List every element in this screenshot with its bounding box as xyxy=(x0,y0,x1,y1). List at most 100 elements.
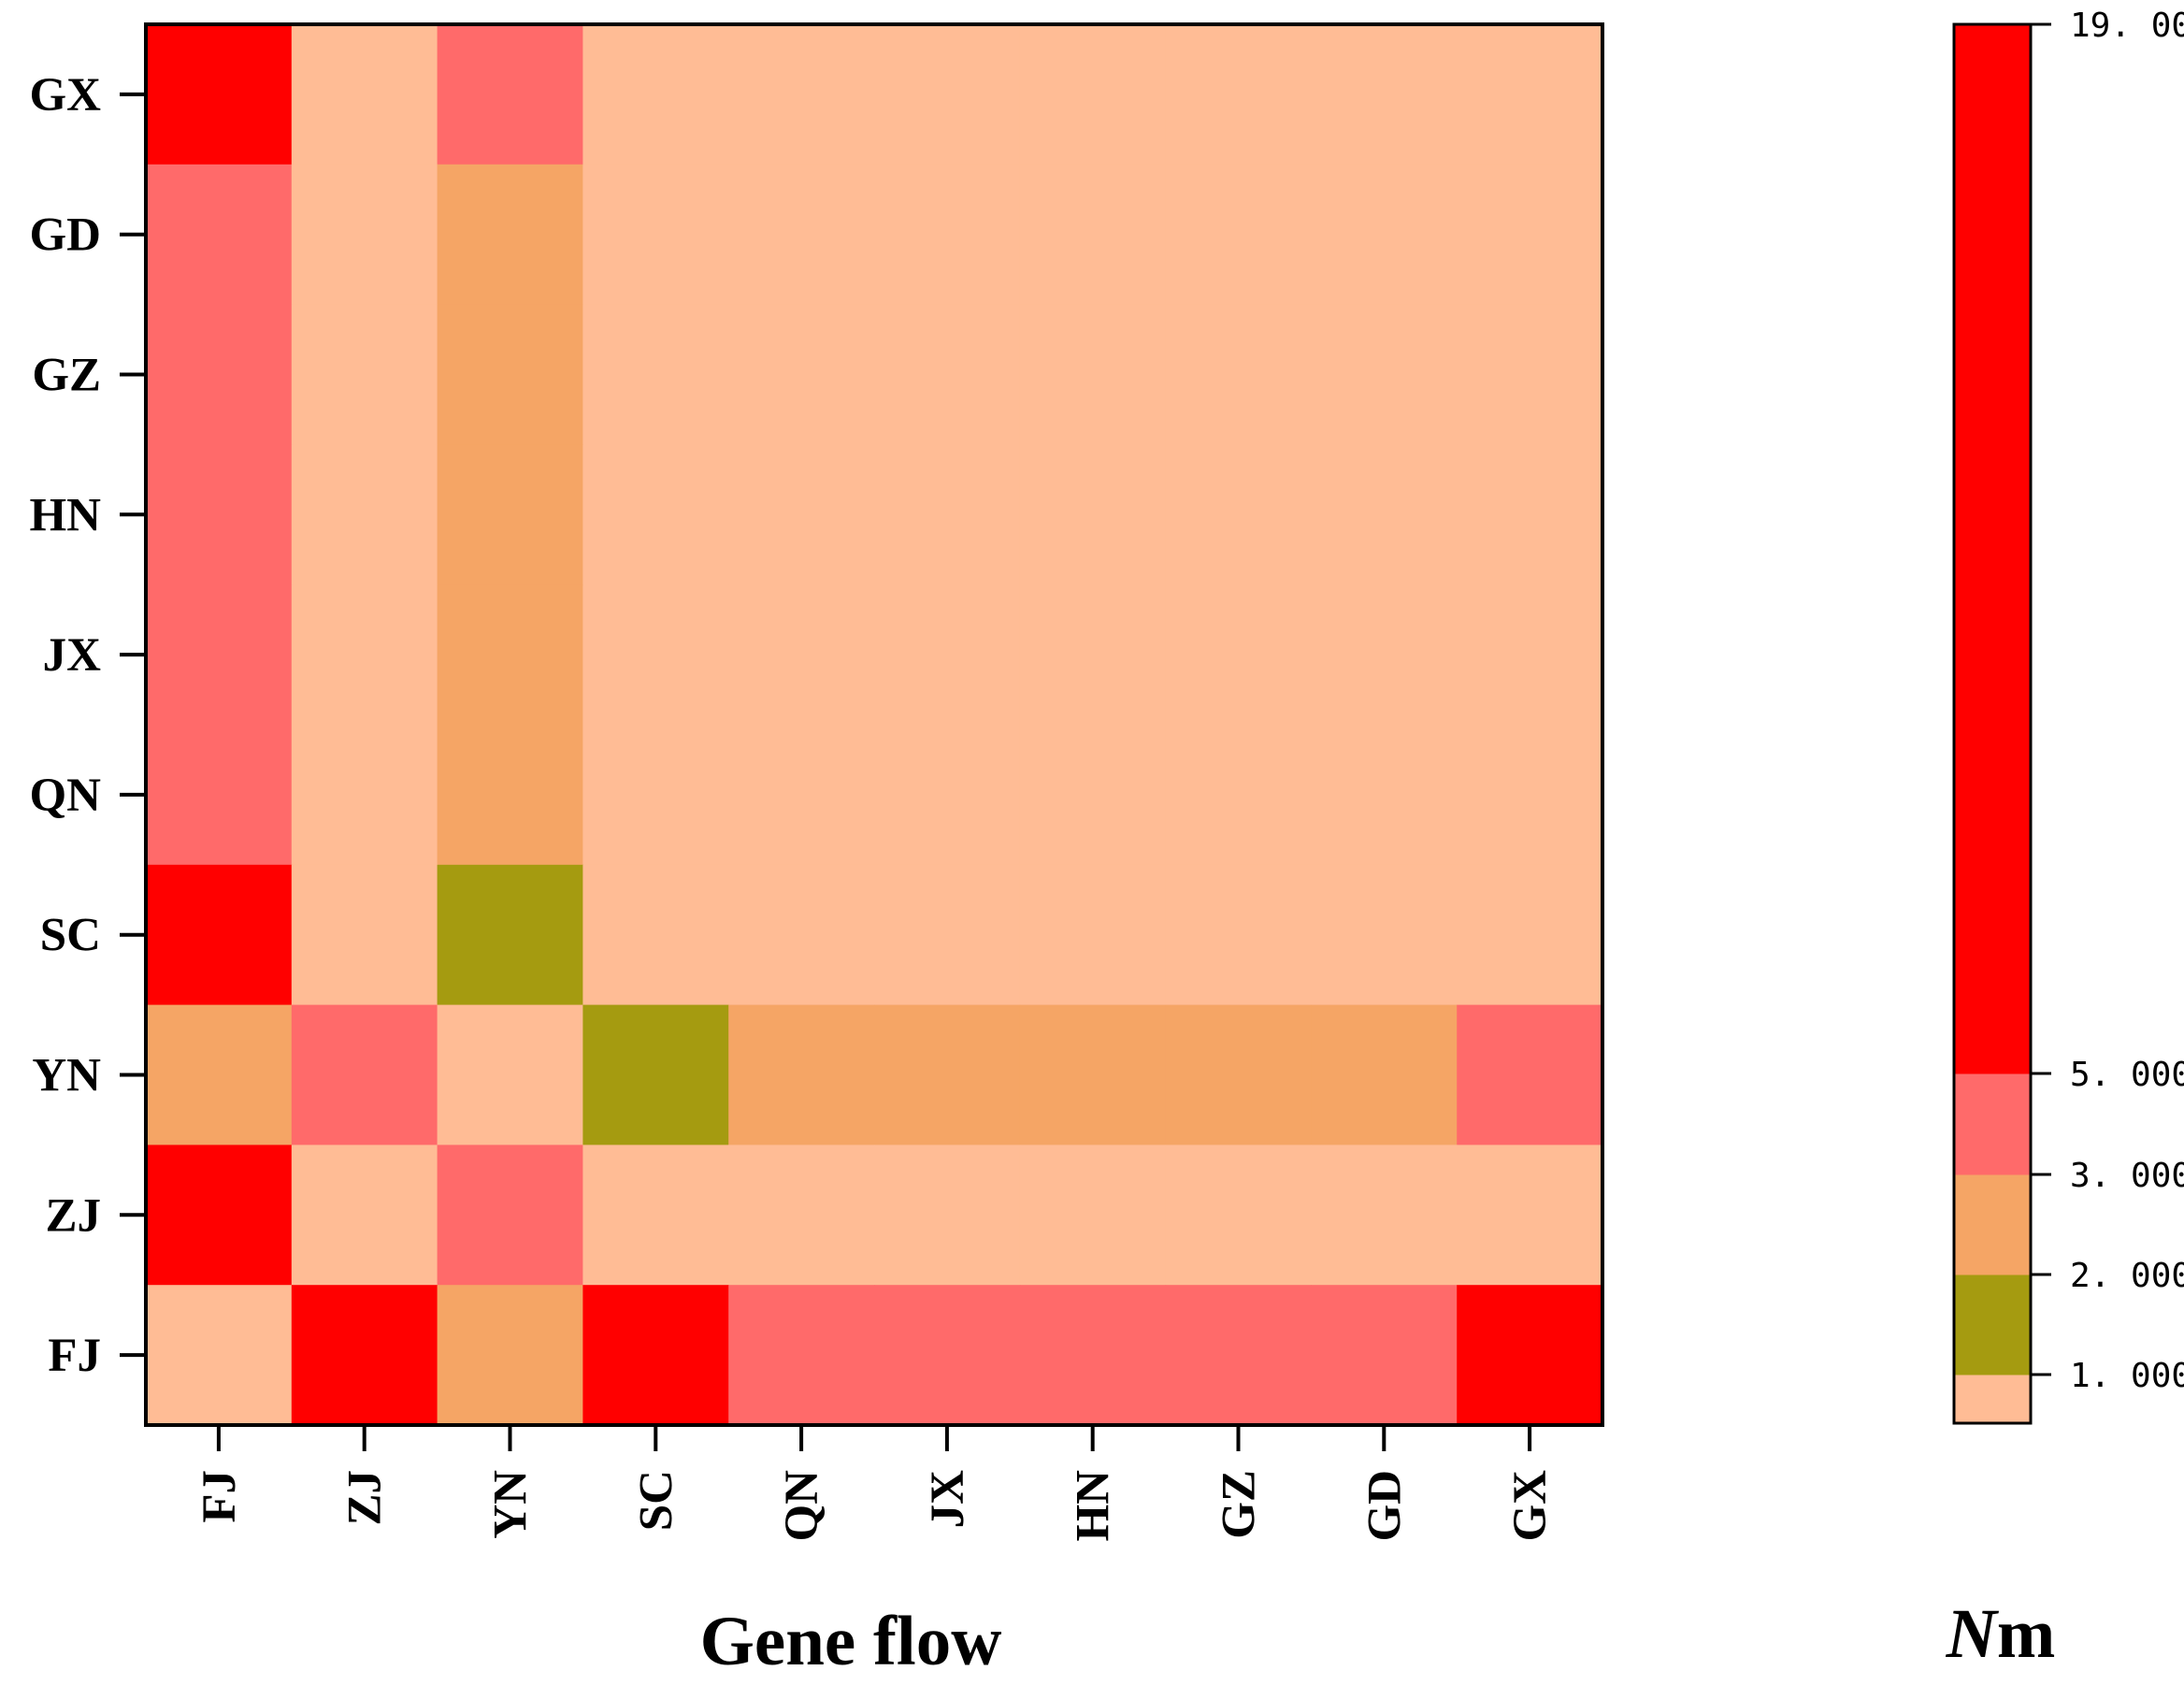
heatmap-cell-gx-hn xyxy=(1019,24,1167,166)
heatmap-cell-gd-zj xyxy=(291,164,438,306)
heatmap-cell-hn-gx xyxy=(1457,444,1603,585)
colorbar-tick-label: 5. 000 xyxy=(2070,1056,2184,1094)
heatmap-cell-yn-jx xyxy=(874,1004,1021,1145)
heatmap-cell-yn-gz xyxy=(1165,1004,1312,1145)
x-tick-label-gz: GZ xyxy=(1214,1470,1266,1539)
heatmap-cell-hn-yn xyxy=(437,444,583,585)
y-tick-label-hn: HN xyxy=(30,489,102,541)
heatmap-cell-gz-yn xyxy=(437,304,583,445)
y-tick-label-gd: GD xyxy=(30,209,102,262)
x-tick-label-gx: GX xyxy=(1504,1470,1557,1542)
heatmap-cell-hn-qn xyxy=(728,444,875,585)
x-tick-label-qn: QN xyxy=(776,1470,828,1542)
heatmap-cell-gd-yn xyxy=(437,164,583,306)
x-tick-label-zj: ZJ xyxy=(339,1470,392,1526)
heatmap-cell-zj-yn xyxy=(437,1145,583,1286)
heatmap-cell-jx-jx xyxy=(874,584,1021,726)
x-tick-label-yn: YN xyxy=(485,1470,538,1539)
heatmap-cell-zj-gx xyxy=(1457,1145,1603,1286)
heatmap-cell-fj-gz xyxy=(1165,1285,1312,1426)
heatmap-cell-qn-yn xyxy=(437,725,583,866)
heatmap-cell-gx-jx xyxy=(874,24,1021,166)
heatmap-cell-gx-gd xyxy=(1311,24,1458,166)
heatmap-cell-qn-gd xyxy=(1311,725,1458,866)
colorbar-frame xyxy=(1952,22,2033,1425)
heatmap-cell-yn-gd xyxy=(1311,1004,1458,1145)
heatmap-cell-hn-zj xyxy=(291,444,438,585)
heatmap-cell-sc-fj xyxy=(146,864,293,1006)
heatmap-cell-hn-hn xyxy=(1019,444,1167,585)
heatmap-cell-yn-sc xyxy=(582,1004,729,1145)
x-axis-title: Gene flow xyxy=(700,1603,1002,1680)
heatmap-cell-yn-yn xyxy=(437,1004,583,1145)
heatmap-cell-jx-gx xyxy=(1457,584,1603,726)
heatmap-cell-sc-gz xyxy=(1165,864,1312,1006)
heatmap-cell-gz-gz xyxy=(1165,304,1312,445)
x-axis: FJ ZJ YN SC QN JX HN GZ GD GX xyxy=(194,1425,1557,1542)
colorbar-ticks: 1. 000 2. 000 3. 000 5. 000 19. 00 xyxy=(2031,7,2184,1395)
x-tick-label-fj: FJ xyxy=(194,1470,246,1523)
heatmap-cell-qn-sc xyxy=(582,725,729,866)
heatmap-cell-fj-jx xyxy=(874,1285,1021,1426)
heatmap-cell-fj-gx xyxy=(1457,1285,1603,1426)
heatmap-cell-qn-zj xyxy=(291,725,438,866)
heatmap-cell-gd-jx xyxy=(874,164,1021,306)
y-tick-label-sc: SC xyxy=(40,910,101,962)
heatmap-cell-gd-hn xyxy=(1019,164,1167,306)
heatmap-cell-gz-zj xyxy=(291,304,438,445)
heatmap-cell-yn-gx xyxy=(1457,1004,1603,1145)
x-tick-label-jx: JX xyxy=(922,1470,974,1529)
heatmap-cell-qn-qn xyxy=(728,725,875,866)
heatmap-cell-fj-gd xyxy=(1311,1285,1458,1426)
colorbar-segment xyxy=(1954,1073,2031,1175)
heatmap-cell-gd-gx xyxy=(1457,164,1603,306)
heatmap-cell-jx-sc xyxy=(582,584,729,726)
y-tick-label-fj: FJ xyxy=(48,1330,101,1382)
heatmap-cell-sc-gx xyxy=(1457,864,1603,1006)
colorbar-tick-label: 1. 000 xyxy=(2070,1357,2184,1395)
heatmap-cell-fj-zj xyxy=(291,1285,438,1426)
heatmap-cell-jx-gd xyxy=(1311,584,1458,726)
heatmap-cell-fj-qn xyxy=(728,1285,875,1426)
heatmap-cell-zj-jx xyxy=(874,1145,1021,1286)
y-tick-label-gz: GZ xyxy=(32,350,101,402)
colorbar-tick-label: 2. 000 xyxy=(2070,1257,2184,1295)
heatmap-cell-qn-gx xyxy=(1457,725,1603,866)
heatmap-cell-jx-fj xyxy=(146,584,293,726)
heatmap-cell-hn-jx xyxy=(874,444,1021,585)
heatmap-cell-gx-zj xyxy=(291,24,438,166)
heatmap-cell-yn-qn xyxy=(728,1004,875,1145)
heatmap-cell-gd-sc xyxy=(582,164,729,306)
colorbar-tick-label: 3. 000 xyxy=(2070,1157,2184,1195)
x-tick-label-sc: SC xyxy=(630,1470,682,1531)
heatmap-cell-sc-sc xyxy=(582,864,729,1006)
colorbar-title: Nm xyxy=(1946,1595,2056,1673)
colorbar-segment xyxy=(1954,1275,2031,1375)
heatmap-cell-yn-zj xyxy=(291,1004,438,1145)
plot-frame xyxy=(144,22,1604,1427)
colorbar-title-rest: m xyxy=(1997,1595,2055,1673)
heatmap-cell-qn-fj xyxy=(146,725,293,866)
heatmap-cell-gz-sc xyxy=(582,304,729,445)
heatmap-cell-yn-hn xyxy=(1019,1004,1167,1145)
heatmap-cell-gd-fj xyxy=(146,164,293,306)
y-axis: GX GD GZ HN JX QN SC YN ZJ FJ xyxy=(30,69,146,1382)
y-tick-label-jx: JX xyxy=(43,629,102,682)
heatmap-cell-hn-gd xyxy=(1311,444,1458,585)
heatmap-cell-sc-yn xyxy=(437,864,583,1006)
y-tick-label-qn: QN xyxy=(30,770,102,822)
heatmap-cell-gd-gd xyxy=(1311,164,1458,306)
heatmap-cell-zj-gd xyxy=(1311,1145,1458,1286)
heatmap-cell-gz-gd xyxy=(1311,304,1458,445)
heatmap-cell-gz-qn xyxy=(728,304,875,445)
heatmap-cell-gx-yn xyxy=(437,24,583,166)
heatmap-cell-zj-gz xyxy=(1165,1145,1312,1286)
y-tick-label-gx: GX xyxy=(30,69,102,122)
y-tick-label-zj: ZJ xyxy=(45,1189,101,1242)
heatmap-cell-zj-fj xyxy=(146,1145,293,1286)
x-tick-label-hn: HN xyxy=(1068,1470,1120,1542)
heatmap-cell-fj-hn xyxy=(1019,1285,1167,1426)
heatmap-cell-jx-gz xyxy=(1165,584,1312,726)
heatmap-cell-jx-yn xyxy=(437,584,583,726)
heatmap-cell-jx-zj xyxy=(291,584,438,726)
